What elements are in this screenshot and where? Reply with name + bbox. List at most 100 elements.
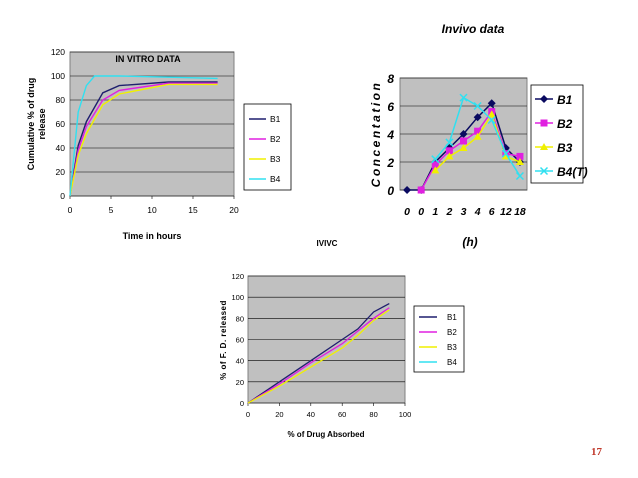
invivo-marker-b1	[403, 186, 412, 194]
invivo-y-axis-label: Concentation	[369, 81, 383, 188]
ivivc-series-b2	[247, 307, 390, 404]
invivo-marker-b4t	[487, 115, 496, 125]
invivo-marker-b3	[445, 152, 454, 160]
ivivc-x-axis-label: % of Drug Absorbed	[287, 430, 364, 439]
invivo-ytick-label: 8	[387, 72, 394, 86]
invitro-ytick-label: 100	[51, 71, 65, 81]
invitro-xtick-label: 5	[109, 205, 114, 215]
invivo-ytick-label: 0	[387, 184, 394, 198]
invivo-legend	[530, 84, 584, 184]
invivo-ytick-label: 6	[387, 100, 394, 114]
invitro-ytick-label: 60	[56, 119, 66, 129]
invivo-xtick-label: 1	[432, 206, 438, 218]
invivo-marker-b1	[459, 130, 468, 138]
invitro-xtick-label: 10	[147, 205, 157, 215]
invivo-marker-b4t	[501, 149, 510, 158]
invivo-xtick-label: 0	[418, 206, 424, 218]
invivo-xtick-label: 3	[461, 206, 467, 218]
invitro-series-b4	[69, 75, 218, 197]
ivivc-series-b1	[247, 302, 390, 404]
invitro-ytick-label: 40	[56, 143, 66, 153]
invivo-marker-b2	[460, 137, 467, 145]
invivo-marker-b4t	[515, 171, 524, 181]
invitro-legend-label-b3: B3	[270, 154, 281, 164]
invivo-legend-label-b2: B2	[557, 117, 573, 131]
invivo-legend-marker-b3	[540, 143, 548, 150]
invivo-marker-b3	[515, 158, 524, 165]
invitro-xtick-label: 20	[229, 205, 239, 215]
invivo-title: Invivo data	[442, 22, 505, 36]
invivo-ytick-label: 2	[386, 156, 394, 170]
invivo-marker-b2	[474, 127, 482, 135]
invivo-ytick-label: 4	[386, 128, 394, 142]
invivo-marker-b3	[431, 166, 440, 174]
invitro-ytick-label: 120	[51, 47, 65, 57]
invivo-marker-b2	[516, 152, 524, 160]
invivo-marker-b3	[473, 132, 482, 140]
invivo-xtick-label: 0	[404, 206, 410, 218]
invivo-xtick-label: 18	[514, 206, 526, 218]
invitro-title: IN VITRO DATA	[115, 54, 181, 64]
invitro-legend	[243, 103, 292, 191]
ivivc-legend-label-b1: B1	[447, 313, 457, 322]
invitro-legend-label-b4: B4	[270, 174, 281, 184]
ivivc-ytick-label: 100	[231, 293, 244, 302]
invivo-marker-b4t	[459, 93, 468, 102]
ivivc-ytick-label: 0	[240, 399, 244, 408]
ivivc-legend-label-b3: B3	[447, 343, 457, 352]
invivo-marker-b3	[459, 144, 468, 151]
invitro-ytick-label: 20	[56, 167, 66, 177]
invitro-xtick-label: 15	[188, 205, 198, 215]
ivivc-xtick-label: 40	[307, 410, 315, 419]
invivo-legend-label-b3: B3	[557, 141, 573, 155]
invitro-xtick-label: 0	[68, 205, 73, 215]
ivivc-ytick-label: 120	[231, 272, 244, 281]
invivo-marker-b2	[417, 186, 425, 194]
invivo-marker-b1	[487, 99, 496, 108]
ivivc-xtick-label: 60	[338, 410, 346, 419]
invivo-xtick-label: 6	[489, 206, 495, 218]
invivo-xtick-label: 2	[445, 206, 452, 218]
invitro-y-axis-label-line1: Cumulative % of drug	[26, 78, 36, 171]
invitro-series-b2	[69, 82, 218, 197]
invitro-ytick-label: 80	[56, 95, 66, 105]
invivo-xtick-label: 4	[474, 206, 481, 218]
invivo-marker-b4t	[473, 101, 482, 111]
invivo-marker-b4t	[445, 138, 454, 147]
invivo-marker-b4t	[431, 155, 440, 164]
invivo-marker-b2	[431, 161, 439, 169]
invivo-legend-label-b1: B1	[557, 93, 573, 107]
invivo-legend-marker-b4t-b	[539, 166, 549, 176]
invitro-ytick-label: 0	[60, 191, 65, 201]
ivivc-ytick-label: 80	[236, 314, 244, 323]
page-number: 17	[591, 446, 602, 458]
invivo-legend-label-b4t: B4(T)	[557, 165, 588, 179]
invitro-series-b1	[69, 81, 218, 197]
invivo-marker-b4t-b	[459, 93, 468, 102]
invivo-marker-b4t-b	[487, 115, 496, 125]
invivo-legend-marker-b2	[540, 119, 548, 127]
invitro-series-b3	[69, 83, 218, 197]
ivivc-xtick-label: 20	[275, 410, 283, 419]
invivo-xtick-label: 12	[500, 206, 512, 218]
invitro-y-axis-label-line2: release	[37, 108, 47, 139]
invivo-marker-b3	[487, 110, 496, 118]
invitro-legend-label-b2: B2	[270, 134, 281, 144]
invivo-marker-b4t-b	[445, 138, 454, 147]
ivivc-legend-label-b4: B4	[447, 358, 457, 367]
ivivc-legend-label-b2: B2	[447, 328, 457, 337]
ivivc-ytick-label: 60	[236, 336, 244, 345]
invivo-marker-b4t-b	[431, 155, 440, 164]
ivivc-ytick-label: 40	[236, 357, 244, 366]
invivo-x-axis-label: (h)	[462, 235, 477, 249]
invivo-legend-marker-b4t	[539, 166, 549, 176]
invitro-legend-label-b1: B1	[270, 114, 281, 124]
ivivc-xtick-label: 80	[369, 410, 377, 419]
invivo-marker-b2	[445, 147, 453, 155]
invivo-marker-b4t-b	[501, 149, 510, 158]
invivo-marker-b1	[473, 113, 482, 122]
ivivc-xtick-label: 0	[246, 410, 250, 419]
ivivc-xtick-label: 100	[399, 410, 412, 419]
ivivc-ytick-label: 20	[236, 378, 244, 387]
